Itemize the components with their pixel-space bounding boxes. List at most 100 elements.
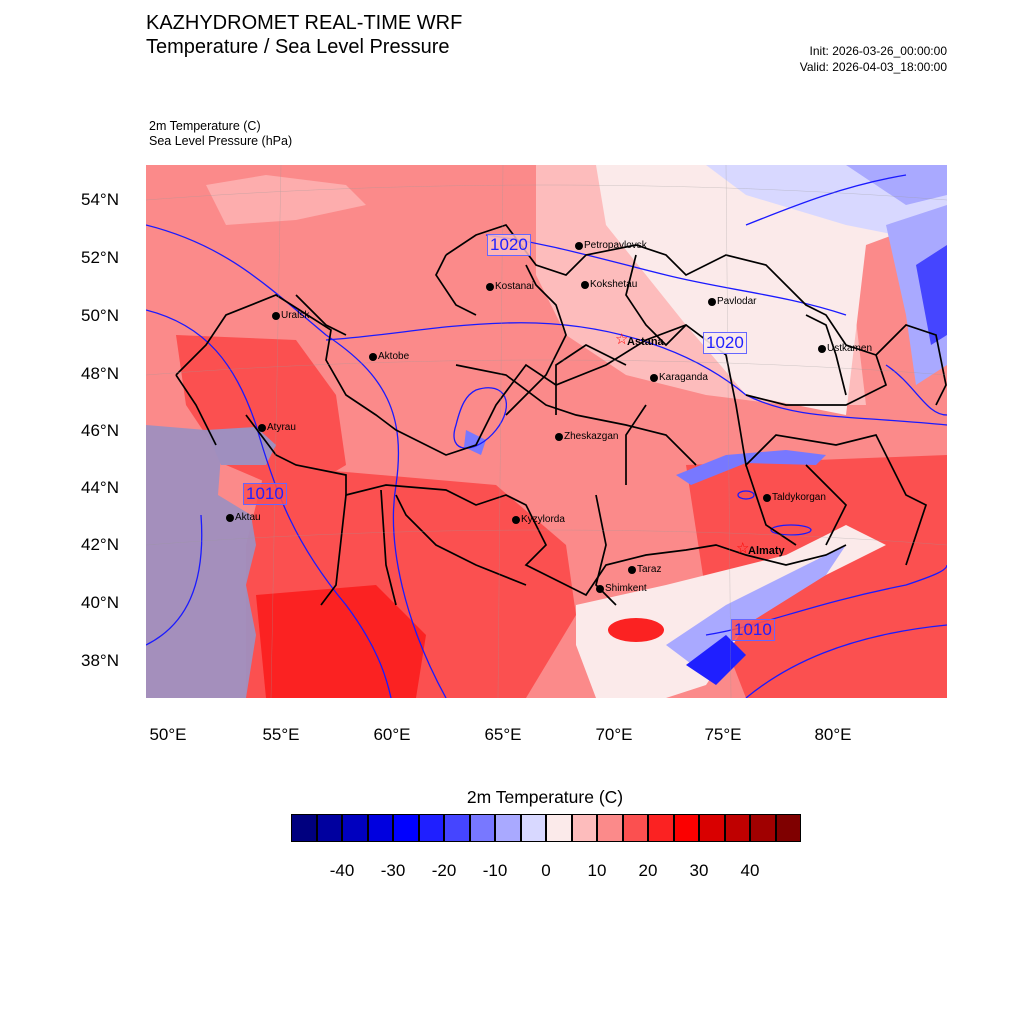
temp-region-west xyxy=(176,335,346,495)
colorbar-tick-label: -10 xyxy=(482,861,508,880)
lat-label: 54°N xyxy=(81,190,119,209)
colorbar-tick-label: 10 xyxy=(587,861,607,880)
lon-label: 50°E xyxy=(149,725,187,744)
city-label: Zheskazgan xyxy=(564,431,619,442)
city-label: Almaty xyxy=(748,545,785,557)
chart-subtitle: Temperature / Sea Level Pressure xyxy=(146,36,450,58)
temp-region-northeast-cold xyxy=(846,165,947,205)
city-marker xyxy=(708,298,716,306)
colorbar-swatch xyxy=(699,814,725,842)
colorbar-swatch xyxy=(291,814,317,842)
colorbar-tick-label: 30 xyxy=(689,861,709,880)
city-label: Kostanai xyxy=(495,281,534,292)
lon-label: 75°E xyxy=(704,725,742,744)
isobar-label-1010-west: 1010 xyxy=(243,483,287,505)
capital-marker: ☆ xyxy=(615,331,629,348)
colorbar-tick-label: 20 xyxy=(638,861,658,880)
city-marker xyxy=(258,424,266,432)
colorbar-swatch xyxy=(724,814,750,842)
city-label: Kyzylorda xyxy=(521,514,565,525)
caspian-north xyxy=(206,427,276,465)
lat-label: 52°N xyxy=(81,248,119,267)
colorbar-swatch xyxy=(648,814,674,842)
lon-label: 80°E xyxy=(814,725,852,744)
isobar-label-1020-north: 1020 xyxy=(487,234,531,256)
city-marker xyxy=(369,353,377,361)
city-label: Ustkamen xyxy=(827,343,873,354)
lat-label: 46°N xyxy=(81,421,119,440)
colorbar-swatch xyxy=(775,814,801,842)
tienshan-snow xyxy=(666,545,846,675)
city-marker xyxy=(555,433,563,441)
colorbar-swatch xyxy=(673,814,699,842)
temp-patch-north xyxy=(206,175,366,225)
colorbar-swatch xyxy=(622,814,648,842)
init-time: Init: 2026-03-26_00:00:00 xyxy=(809,44,947,58)
lake-balkhash xyxy=(676,450,826,485)
colorbar-swatch xyxy=(750,814,776,842)
city-marker xyxy=(818,345,826,353)
colorbar-swatch xyxy=(444,814,470,842)
lat-label: 44°N xyxy=(81,478,119,497)
colorbar-swatch xyxy=(571,814,597,842)
city-marker xyxy=(486,283,494,291)
lon-label: 70°E xyxy=(595,725,633,744)
altai-cold xyxy=(916,245,947,345)
city-label: Shimkent xyxy=(605,583,647,594)
city-marker xyxy=(650,374,658,382)
lat-label: 42°N xyxy=(81,535,119,554)
colorbar-swatch xyxy=(393,814,419,842)
lon-label: 65°E xyxy=(484,725,522,744)
lon-label: 55°E xyxy=(262,725,300,744)
colorbar-tick-label: 40 xyxy=(740,861,760,880)
city-label: Aktobe xyxy=(378,351,410,362)
colorbar-swatch xyxy=(520,814,546,842)
city-label: Taraz xyxy=(637,564,662,575)
isobar-label-1010-east: 1010 xyxy=(731,619,775,641)
city-label: Aktau xyxy=(235,512,261,523)
fergana-warm xyxy=(608,618,664,642)
city-marker xyxy=(272,312,280,320)
tienshan-cold-core xyxy=(686,635,746,685)
city-label: Atyrau xyxy=(267,422,296,433)
city-label: Uralsk xyxy=(281,310,310,321)
city-label: Kokshetau xyxy=(590,279,638,290)
city-marker xyxy=(575,242,583,250)
lat-label: 38°N xyxy=(81,651,119,670)
isobar-label-1020-east: 1020 xyxy=(703,332,747,354)
city-label: Pavlodar xyxy=(717,296,757,307)
colorbar xyxy=(291,814,801,842)
city-label: Astana xyxy=(627,336,664,348)
lat-label: 48°N xyxy=(81,364,119,383)
chart-title: KAZHYDROMET REAL-TIME WRF xyxy=(146,12,463,34)
lon-label: 60°E xyxy=(373,725,411,744)
city-marker xyxy=(512,516,520,524)
colorbar-swatch xyxy=(418,814,444,842)
colorbar-swatch xyxy=(597,814,623,842)
map-plot[interactable] xyxy=(146,165,947,698)
aral-sea xyxy=(464,430,486,455)
colorbar-swatch xyxy=(495,814,521,842)
capital-marker: ☆ xyxy=(736,540,750,557)
colorbar-tick-label: -30 xyxy=(380,861,406,880)
city-marker xyxy=(581,281,589,289)
map-svg xyxy=(146,165,947,698)
lat-label: 50°N xyxy=(81,306,119,325)
caspian-sea xyxy=(146,425,256,698)
city-marker xyxy=(596,585,604,593)
colorbar-swatch xyxy=(469,814,495,842)
city-marker xyxy=(226,514,234,522)
city-label: Karaganda xyxy=(659,372,708,383)
temp-region-hot xyxy=(256,585,426,698)
colorbar-swatch xyxy=(546,814,572,842)
colorbar-title: 2m Temperature (C) xyxy=(466,787,624,807)
city-label: Taldykorgan xyxy=(772,492,826,503)
region-borders xyxy=(175,223,947,606)
colorbar-tick-label: -20 xyxy=(431,861,457,880)
temperature-variable-label: 2m Temperature (C) xyxy=(149,119,261,133)
colorbar-swatch xyxy=(316,814,342,842)
city-marker xyxy=(763,494,771,502)
colorbar-swatch xyxy=(342,814,368,842)
valid-time: Valid: 2026-04-03_18:00:00 xyxy=(799,60,947,74)
city-label: Petropavlovsk xyxy=(584,240,647,251)
